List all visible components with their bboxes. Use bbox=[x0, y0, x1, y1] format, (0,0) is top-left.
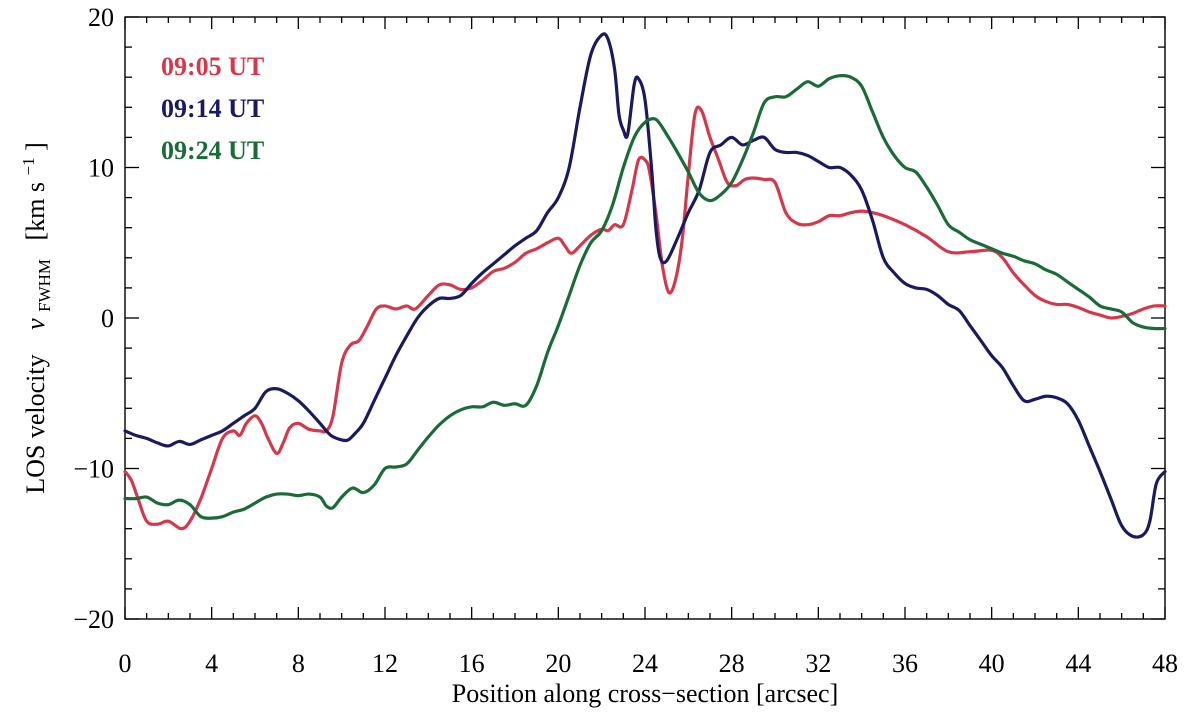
y-axis-title-prefix: LOS velocity bbox=[21, 354, 50, 493]
y-axis-title-unit-close: ] bbox=[21, 142, 50, 151]
legend-entry-1: 09:05 UT bbox=[161, 52, 264, 81]
series-line-1 bbox=[123, 105, 1167, 531]
x-tick-label: 8 bbox=[292, 649, 305, 678]
y-axis-title-sub: FWHM bbox=[35, 259, 54, 312]
y-axis-title-var: v bbox=[21, 318, 50, 330]
x-tick-label: 44 bbox=[1065, 649, 1091, 678]
x-axis-title: Position along cross−section [arcsec] bbox=[452, 679, 839, 708]
x-tick-labels: 0 4 8 12 16 20 24 28 32 36 40 44 48 bbox=[119, 649, 1179, 678]
series-lines bbox=[123, 32, 1167, 539]
y-tick-labels: −20 −10 0 10 20 bbox=[73, 3, 114, 634]
x-tick-label: 48 bbox=[1152, 649, 1178, 678]
series-line-3 bbox=[123, 73, 1167, 520]
x-tick-label: 12 bbox=[372, 649, 398, 678]
x-tick-label: 28 bbox=[719, 649, 745, 678]
y-axis-title-sup: −1 bbox=[19, 157, 38, 175]
x-tick-label: 24 bbox=[632, 649, 658, 678]
legend-entry-2: 09:14 UT bbox=[161, 94, 264, 123]
y-tick-label: 0 bbox=[101, 304, 114, 333]
x-tick-label: 0 bbox=[119, 649, 132, 678]
series-line-2 bbox=[123, 32, 1167, 539]
legend: 09:05 UT 09:14 UT 09:24 UT bbox=[161, 52, 264, 165]
axis-ticks bbox=[124, 16, 1166, 620]
y-tick-label: −20 bbox=[73, 605, 114, 634]
y-tick-label: 10 bbox=[88, 154, 114, 183]
y-axis-title-unit-open: [km s bbox=[21, 182, 50, 241]
x-tick-label: 16 bbox=[459, 649, 485, 678]
y-tick-label: 20 bbox=[88, 3, 114, 32]
y-axis-title: LOS velocity v FWHM [km s −1 ] bbox=[11, 142, 56, 494]
x-tick-label: 36 bbox=[892, 649, 918, 678]
y-tick-label: −10 bbox=[73, 455, 114, 484]
x-tick-label: 40 bbox=[979, 649, 1005, 678]
legend-entry-3: 09:24 UT bbox=[161, 136, 264, 165]
x-tick-label: 4 bbox=[205, 649, 218, 678]
x-tick-label: 32 bbox=[805, 649, 831, 678]
x-tick-label: 20 bbox=[545, 649, 571, 678]
